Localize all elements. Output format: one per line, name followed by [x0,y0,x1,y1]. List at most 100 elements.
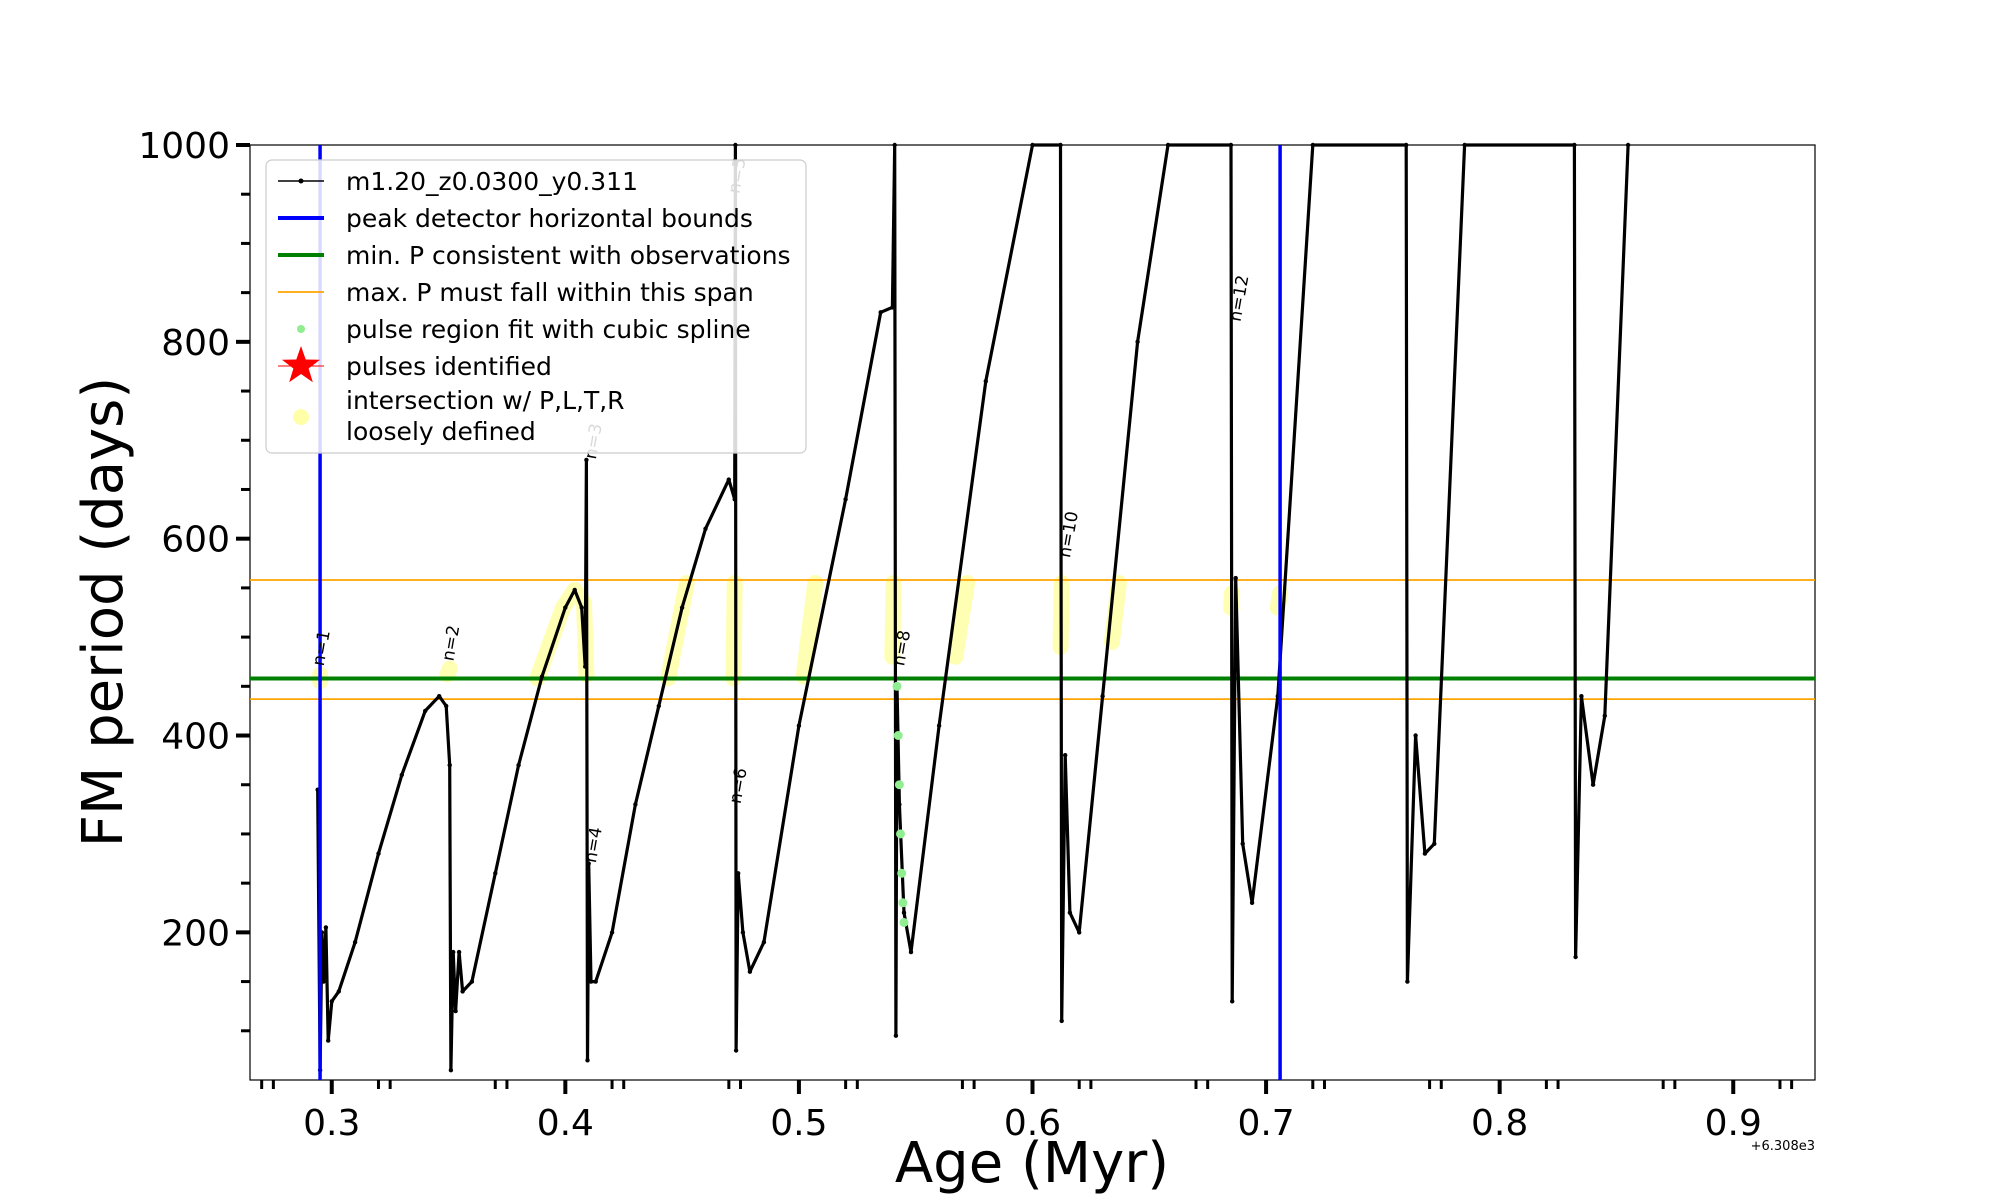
model-track-point-79 [1432,841,1437,846]
model-track-point-14 [444,703,449,709]
model-track-point-34 [609,930,615,935]
spline-point-5 [897,868,907,878]
x-tick-label-4: 0.6 [1004,1103,1061,1144]
model-track-point-40 [732,497,737,502]
model-track-point-33 [593,979,598,984]
model-track-point-52 [893,1033,899,1038]
model-track-point-67 [1165,142,1171,148]
x-axis-title: Age (Myr) [895,1131,1169,1196]
model-track-point-24 [539,674,545,679]
legend-swatch-spline [297,325,305,333]
y-tick-label-1: 200 [161,913,230,954]
model-track-point-77 [1413,733,1418,738]
model-track-point-36 [656,703,661,709]
model-track-point-6 [326,1038,331,1043]
model-track-point-19 [456,949,462,955]
legend-label-7-1: intersection w/ P,L,T,R [346,386,625,415]
model-track-point-17 [451,949,456,955]
y-tick-label-5: 1000 [138,126,230,167]
spline-point-1 [892,681,902,691]
legend-label-4: max. P must fall within this span [346,278,754,307]
model-track-point-63 [1067,910,1073,915]
model-track-point-31 [586,861,591,866]
legend-label-5: pulse region fit with cubic spline [346,315,751,344]
model-track-point-11 [399,772,404,778]
legend-label-2: peak detector horizontal bounds [346,204,753,233]
model-track-point-41 [733,142,738,148]
model-track-point-61 [1059,1018,1064,1024]
model-track-point-45 [747,969,753,974]
model-track-point-76 [1405,979,1410,984]
legend-swatch-intersection [293,409,309,425]
model-track-point-30 [585,1058,590,1063]
model-track-line [316,143,1630,1072]
model-track-point-70 [1233,575,1238,581]
model-track-point-7 [329,999,334,1004]
legend-label-1: m1.20_z0.0300_y0.311 [346,167,638,196]
model-track-point-64 [1077,930,1082,935]
model-track-point-23 [516,762,521,768]
model-track-point-56 [908,949,914,955]
legend-swatch-track-marker [298,178,304,184]
model-track-point-48 [843,497,848,502]
model-track-point-27 [579,605,584,610]
x-tick-label-6: 0.8 [1471,1103,1528,1144]
legend-label-6: pulses identified [346,352,552,381]
x-axis-ticks: 0.3 0.4 0.5 0.6 0.7 0.8 0.9 [260,1080,1794,1144]
model-track-point-28 [583,664,588,669]
model-track-point-38 [703,526,708,531]
model-track-point-44 [740,930,746,935]
model-track-point-84 [1590,782,1596,787]
model-track-point-55 [901,910,907,915]
model-track-point-60 [1058,142,1063,148]
model-track-point-42 [733,1048,739,1053]
y-axis-title: FM period (days) [71,377,136,847]
model-track-point-46 [761,940,767,945]
spline-point-4 [896,829,905,839]
model-track-point-78 [1422,851,1428,856]
model-track-point-74 [1310,142,1316,148]
model-track-point-13 [437,694,442,699]
model-track-point-25 [563,605,568,610]
y-tick-label-2: 400 [161,717,230,758]
legend-box [265,159,807,454]
model-track-point-43 [736,871,741,876]
model-track-point-15 [447,762,452,768]
x-axis-offset: +6.308e3 [1751,1139,1815,1154]
x-tick-label-7: 0.9 [1705,1103,1762,1144]
spline-point-7 [899,918,909,927]
model-track-point-86 [1625,142,1631,148]
legend-swatch-star-icon [282,346,320,383]
model-track-point-32 [588,979,594,984]
model-track-point-16 [448,1068,454,1073]
model-track-point-66 [1135,339,1140,344]
model-track-point-68 [1228,142,1234,148]
model-track-point-35 [633,802,638,807]
model-track-point-81 [1572,142,1577,148]
intersection-highlight-2 [439,660,458,683]
model-track-point-26 [572,587,577,593]
model-track-point-10 [376,851,381,856]
spline-point-6 [898,898,908,908]
intersection-highlight-7 [884,575,902,665]
x-tick-label-1: 0.3 [303,1103,360,1144]
model-track-point-4 [321,979,326,984]
model-track-point-57 [936,723,942,728]
model-track-point-65 [1100,694,1105,699]
model-track-point-82 [1573,954,1578,960]
model-track-point-47 [796,723,802,728]
legend-label-3: min. P consistent with observations [346,241,791,270]
spline-point-2 [893,731,903,740]
spline-point-3 [894,780,904,790]
model-track-point-22 [493,871,498,876]
intersection-highlight-6 [795,575,824,685]
model-track-point-85 [1602,713,1608,718]
y-tick-label-3: 600 [161,520,230,561]
model-track-point-71 [1240,841,1245,846]
model-track-point-8 [336,989,341,994]
model-track-point-12 [423,708,428,714]
model-track-point-51 [892,142,897,148]
model-track-point-83 [1579,694,1584,699]
